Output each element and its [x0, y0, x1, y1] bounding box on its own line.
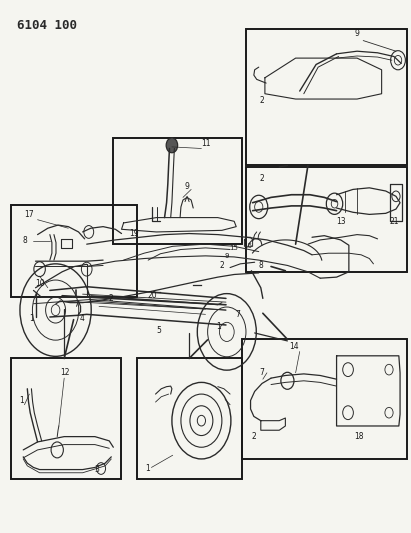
Text: 2: 2 — [260, 174, 264, 183]
Text: 9: 9 — [225, 253, 229, 259]
Text: 6104 100: 6104 100 — [17, 19, 77, 33]
Text: 2: 2 — [260, 96, 264, 105]
Bar — [246, 29, 407, 165]
Text: 2: 2 — [109, 294, 114, 303]
Bar — [242, 340, 407, 459]
Bar — [113, 138, 242, 244]
Text: 1: 1 — [29, 314, 34, 323]
Text: 9: 9 — [185, 182, 189, 191]
Circle shape — [166, 138, 178, 153]
Text: 2: 2 — [219, 261, 224, 270]
Bar — [137, 359, 242, 479]
Text: 20: 20 — [148, 291, 157, 300]
Text: 8: 8 — [23, 237, 28, 246]
Text: 7: 7 — [235, 310, 240, 319]
Text: 4: 4 — [79, 314, 84, 323]
Text: 8: 8 — [259, 261, 263, 270]
Bar — [246, 167, 407, 272]
Text: 1: 1 — [145, 464, 150, 473]
Text: 7: 7 — [260, 368, 264, 377]
Text: 12: 12 — [61, 368, 70, 377]
Text: 2: 2 — [252, 432, 256, 441]
Text: 5: 5 — [156, 326, 161, 335]
Bar — [11, 205, 137, 297]
Text: 15: 15 — [229, 245, 238, 251]
Bar — [11, 359, 121, 479]
Text: 21: 21 — [389, 217, 399, 226]
Text: 10: 10 — [35, 279, 44, 288]
Text: 3: 3 — [95, 465, 99, 474]
Text: 13: 13 — [336, 217, 346, 226]
Text: 17: 17 — [24, 210, 33, 219]
Text: 9: 9 — [355, 29, 360, 38]
Text: 14: 14 — [289, 342, 298, 351]
Text: 1: 1 — [19, 396, 23, 405]
Text: 19: 19 — [129, 229, 139, 238]
Text: 1: 1 — [216, 321, 221, 330]
Text: 18: 18 — [354, 432, 364, 441]
Text: 11: 11 — [201, 139, 210, 148]
Text: 16: 16 — [243, 243, 252, 249]
